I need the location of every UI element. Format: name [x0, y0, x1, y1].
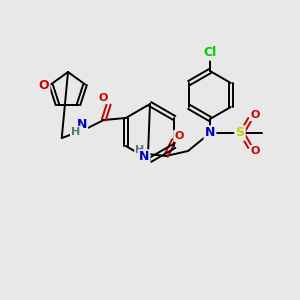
Text: S: S	[236, 127, 244, 140]
Text: O: O	[39, 79, 49, 92]
Text: Cl: Cl	[203, 46, 217, 59]
Text: O: O	[174, 131, 184, 141]
Text: O: O	[98, 93, 107, 103]
Text: O: O	[250, 146, 260, 156]
Text: H: H	[71, 127, 80, 137]
Text: H: H	[135, 145, 145, 155]
Text: N: N	[76, 118, 87, 131]
Text: O: O	[250, 110, 260, 120]
Text: N: N	[205, 127, 215, 140]
Text: N: N	[139, 151, 149, 164]
